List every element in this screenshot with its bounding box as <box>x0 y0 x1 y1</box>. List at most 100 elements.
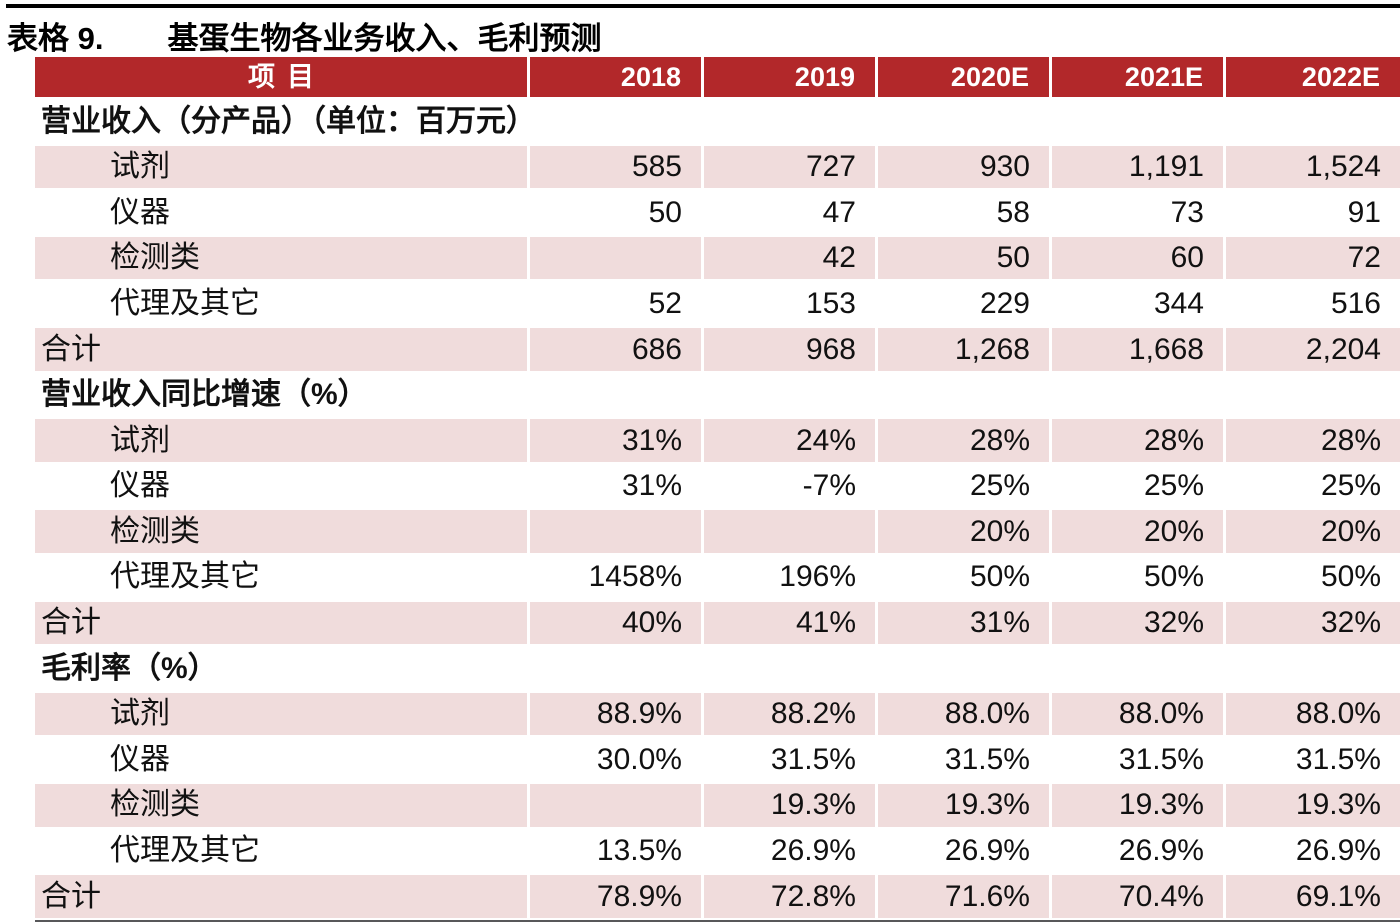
value-cell: 1,524 <box>1226 145 1400 192</box>
value-cell: 26.9% <box>1052 829 1226 876</box>
value-cell: 13.5% <box>530 829 704 876</box>
value-cell: 91 <box>1226 191 1400 237</box>
value-cell: 1458% <box>530 555 704 602</box>
value-cell: 50% <box>878 555 1052 602</box>
table-number-label: 表格 9. <box>7 21 104 56</box>
row-label-cell: 试剂 <box>35 692 530 739</box>
value-cell: 25% <box>878 464 1052 511</box>
value-cell: 26.9% <box>1226 829 1400 876</box>
value-cell: 69.1% <box>1226 875 1400 921</box>
value-cell: 20% <box>1052 510 1226 556</box>
caption-top-rule <box>6 4 1400 8</box>
value-cell: 28% <box>1052 419 1226 465</box>
header-cell-2020e: 2020E <box>878 57 1052 100</box>
data-row: 试剂 88.9% 88.2% 88.0% 88.0% 88.0% <box>35 692 1400 739</box>
data-row: 检测类 19.3% 19.3% 19.3% 19.3% <box>35 783 1400 830</box>
value-cell: 31% <box>878 601 1052 648</box>
value-cell: 20% <box>1226 510 1400 556</box>
header-cell-2019: 2019 <box>704 57 878 100</box>
data-row: 代理及其它 52 153 229 344 516 <box>35 282 1400 328</box>
value-cell: 585 <box>530 145 704 192</box>
value-cell: 31.5% <box>704 738 878 784</box>
value-cell: 88.0% <box>1052 692 1226 739</box>
total-row: 合计 78.9% 72.8% 71.6% 70.4% 69.1% <box>35 875 1400 921</box>
row-label-cell: 合计 <box>35 875 530 921</box>
value-cell <box>530 783 704 830</box>
row-label-cell: 代理及其它 <box>35 282 530 328</box>
value-cell: 344 <box>1052 282 1226 328</box>
data-row: 试剂 31% 24% 28% 28% 28% <box>35 419 1400 465</box>
row-label-cell: 仪器 <box>35 464 530 511</box>
data-row: 代理及其它 1458% 196% 50% 50% 50% <box>35 555 1400 602</box>
value-cell: 72.8% <box>704 875 878 921</box>
value-cell: 26.9% <box>704 829 878 876</box>
value-cell: 71.6% <box>878 875 1052 921</box>
value-cell: 25% <box>1226 464 1400 511</box>
value-cell: 50% <box>1226 555 1400 602</box>
value-cell: -7% <box>704 464 878 511</box>
row-label-cell: 检测类 <box>35 510 530 556</box>
value-cell: 31.5% <box>878 738 1052 784</box>
value-cell: 31.5% <box>1052 738 1226 784</box>
data-row: 检测类 20% 20% 20% <box>35 510 1400 556</box>
data-row: 仪器 50 47 58 73 91 <box>35 191 1400 237</box>
value-cell <box>530 236 704 283</box>
value-cell: 52 <box>530 282 704 328</box>
value-cell: 73 <box>1052 191 1226 237</box>
header-cell-2021e: 2021E <box>1052 57 1226 100</box>
value-cell: 28% <box>1226 419 1400 465</box>
section-header-label: 营业收入同比增速（%） <box>35 373 1400 420</box>
value-cell: 30.0% <box>530 738 704 784</box>
value-cell: 78.9% <box>530 875 704 921</box>
value-cell: 60 <box>1052 236 1226 283</box>
value-cell: 930 <box>878 145 1052 192</box>
row-label-cell: 检测类 <box>35 783 530 830</box>
value-cell: 88.0% <box>1226 692 1400 739</box>
value-cell: 516 <box>1226 282 1400 328</box>
row-label-cell: 代理及其它 <box>35 555 530 602</box>
data-row: 仪器 31% -7% 25% 25% 25% <box>35 464 1400 511</box>
value-cell: 31% <box>530 464 704 511</box>
value-cell: 31% <box>530 419 704 465</box>
table-title: 基蛋生物各业务收入、毛利预测 <box>167 21 602 56</box>
value-cell: 1,268 <box>878 327 1052 374</box>
section-header-row: 营业收入同比增速（%） <box>35 373 1400 420</box>
value-cell: 50% <box>1052 555 1226 602</box>
row-label-cell: 代理及其它 <box>35 829 530 876</box>
value-cell: 32% <box>1052 601 1226 648</box>
value-cell: 88.0% <box>878 692 1052 739</box>
value-cell: 19.3% <box>1052 783 1226 830</box>
value-cell: 1,191 <box>1052 145 1226 192</box>
row-label-cell: 合计 <box>35 327 530 374</box>
data-row: 代理及其它 13.5% 26.9% 26.9% 26.9% 26.9% <box>35 829 1400 876</box>
value-cell: 153 <box>704 282 878 328</box>
value-cell: 50 <box>878 236 1052 283</box>
row-label-cell: 试剂 <box>35 145 530 192</box>
value-cell: 26.9% <box>878 829 1052 876</box>
value-cell: 19.3% <box>1226 783 1400 830</box>
value-cell: 47 <box>704 191 878 237</box>
value-cell <box>530 510 704 556</box>
value-cell: 32% <box>1226 601 1400 648</box>
row-label-cell: 合计 <box>35 601 530 648</box>
value-cell: 88.2% <box>704 692 878 739</box>
value-cell: 727 <box>704 145 878 192</box>
data-row: 试剂 585 727 930 1,191 1,524 <box>35 145 1400 192</box>
value-cell: 20% <box>878 510 1052 556</box>
value-cell: 70.4% <box>1052 875 1226 921</box>
value-cell: 28% <box>878 419 1052 465</box>
value-cell: 58 <box>878 191 1052 237</box>
value-cell: 19.3% <box>704 783 878 830</box>
section-header-row: 营业收入（分产品）（单位：百万元） <box>35 100 1400 146</box>
header-cell-2022e: 2022E <box>1226 57 1400 100</box>
value-cell <box>704 510 878 556</box>
value-cell: 968 <box>704 327 878 374</box>
row-label-cell: 试剂 <box>35 419 530 465</box>
value-cell: 25% <box>1052 464 1226 511</box>
value-cell: 1,668 <box>1052 327 1226 374</box>
value-cell: 72 <box>1226 236 1400 283</box>
value-cell: 41% <box>704 601 878 648</box>
value-cell: 42 <box>704 236 878 283</box>
table-header-row: 项目 2018 2019 2020E 2021E 2022E <box>35 57 1400 100</box>
